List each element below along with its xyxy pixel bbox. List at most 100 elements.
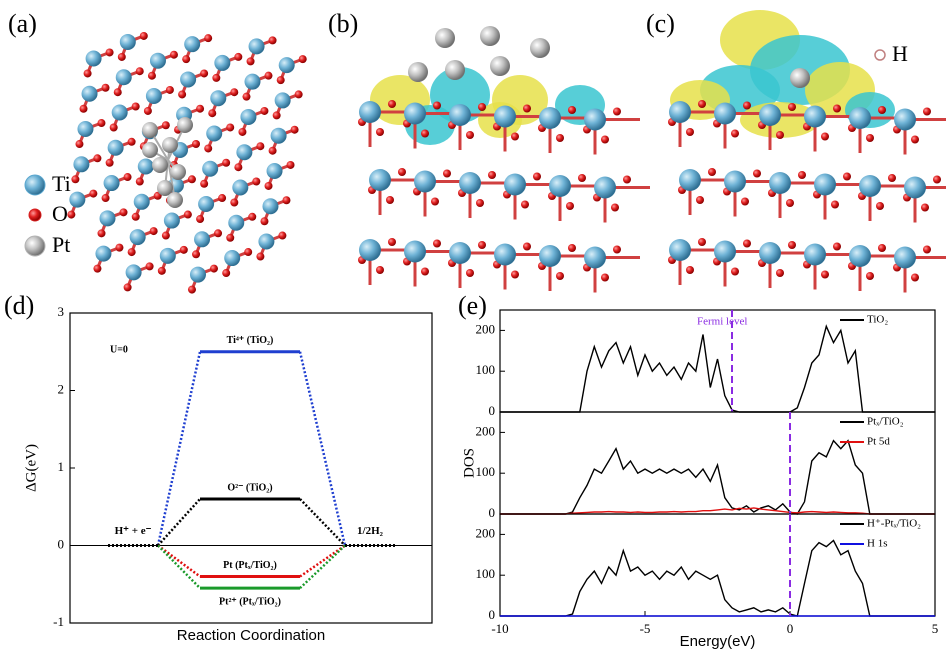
atom — [478, 103, 486, 111]
structure-images — [67, 10, 946, 294]
atom — [923, 107, 931, 116]
atom — [584, 246, 606, 269]
atom — [613, 107, 621, 116]
atom — [179, 245, 188, 254]
atom — [698, 238, 706, 246]
atom — [183, 210, 192, 219]
panel-label: (b) — [328, 9, 358, 38]
y-tick-label: 100 — [476, 362, 496, 377]
atom — [698, 100, 706, 108]
atom — [192, 250, 201, 259]
atom — [601, 135, 609, 144]
connector — [157, 544, 201, 578]
atom — [490, 56, 510, 76]
atom — [230, 198, 239, 207]
legend-label: H — [892, 41, 908, 66]
dos-line — [500, 507, 935, 515]
atom — [214, 54, 231, 71]
atom — [236, 144, 253, 161]
atom — [69, 191, 86, 208]
y-tick-label: 0 — [489, 607, 496, 622]
atom — [369, 169, 391, 191]
atom — [79, 104, 88, 113]
atom — [163, 212, 180, 229]
atom — [71, 175, 80, 184]
legend-label: Ptₓ/TiO₂ — [867, 416, 904, 428]
atom — [743, 239, 751, 248]
atom — [278, 57, 295, 74]
atom — [152, 157, 168, 173]
atom — [294, 90, 303, 99]
atom — [449, 104, 471, 126]
atom — [878, 244, 886, 252]
atom — [210, 90, 227, 107]
atom — [404, 102, 426, 125]
atom — [278, 231, 287, 240]
atom — [788, 241, 796, 249]
atom — [821, 270, 829, 279]
y-tick-label: 0 — [489, 505, 496, 520]
atom — [135, 67, 144, 76]
atom — [252, 177, 261, 186]
atom — [923, 245, 931, 254]
legend-swatch — [28, 208, 42, 222]
atom — [222, 269, 231, 278]
atom — [788, 103, 796, 111]
y-tick-label: 200 — [476, 321, 496, 336]
atom — [189, 266, 206, 283]
atom — [113, 88, 122, 97]
atom — [804, 243, 826, 266]
atom — [101, 83, 110, 92]
atom — [230, 88, 239, 97]
atom — [376, 266, 384, 274]
legend-label: O — [52, 201, 68, 226]
atom — [133, 193, 150, 210]
atom — [123, 173, 132, 182]
atom — [187, 285, 196, 294]
atom — [494, 243, 516, 266]
atom — [549, 175, 571, 197]
atom — [386, 196, 394, 204]
state-label: 1/2H₂ — [357, 525, 384, 537]
y-tick-label: 0 — [58, 536, 65, 551]
atom — [814, 173, 836, 196]
y-tick-label: 2 — [58, 381, 65, 396]
x-axis-label: Reaction Coordination — [177, 627, 325, 644]
atom — [234, 163, 243, 172]
atom — [831, 200, 839, 209]
atom — [623, 175, 631, 184]
atom — [246, 57, 255, 66]
atom — [421, 129, 429, 138]
atom — [724, 170, 746, 193]
atom — [266, 162, 283, 179]
atom — [93, 154, 102, 163]
atom — [209, 264, 218, 273]
atom — [568, 244, 576, 252]
atom — [404, 240, 426, 263]
atom — [584, 108, 606, 131]
atom — [933, 175, 941, 184]
atom — [157, 180, 173, 196]
atom — [85, 50, 102, 67]
atom — [196, 215, 205, 224]
atom — [109, 123, 118, 132]
atom — [686, 266, 694, 274]
atom — [123, 283, 132, 292]
atom — [714, 102, 736, 125]
atom — [298, 55, 307, 64]
atom — [539, 107, 561, 129]
legend-label: Ti — [52, 171, 71, 196]
atom — [244, 73, 261, 90]
atom — [264, 181, 273, 190]
atom — [731, 267, 739, 276]
atom — [359, 101, 381, 123]
atom — [81, 85, 98, 102]
atom — [244, 248, 253, 257]
atom — [849, 107, 871, 129]
atom — [101, 194, 110, 203]
atom — [142, 122, 158, 138]
atom — [556, 134, 564, 142]
atom — [286, 160, 295, 169]
atom — [242, 92, 251, 101]
atom — [95, 245, 112, 262]
